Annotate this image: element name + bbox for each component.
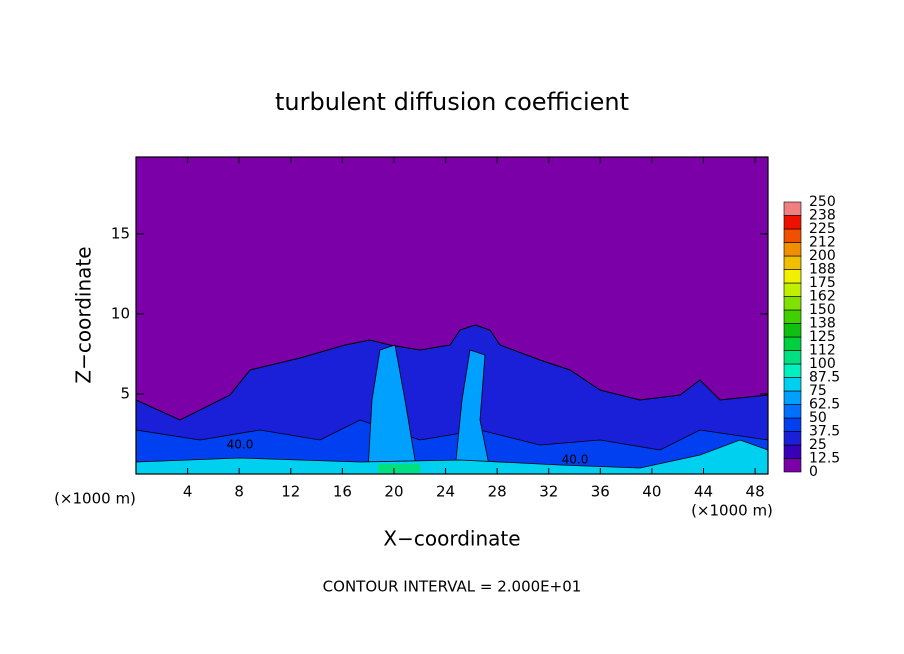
colorbar-label: 175 <box>809 275 836 291</box>
plot-frame <box>135 156 769 475</box>
colorbar-label: 225 <box>809 221 836 237</box>
x-tick-label: 4 <box>183 483 193 501</box>
x-unit: (×1000 m) <box>691 502 773 520</box>
colorbar-segment <box>783 255 802 270</box>
y-tick-label: 5 <box>120 384 130 402</box>
colorbar-segment <box>783 444 802 459</box>
colorbar-label: 0 <box>809 464 818 480</box>
y-tick-label: 10 <box>111 304 130 322</box>
x-tick-label: 20 <box>384 483 403 501</box>
contour-label: 40.0 <box>227 438 254 452</box>
x-tick-label: 36 <box>591 483 610 501</box>
x-tick-label: 32 <box>539 483 558 501</box>
colorbar-segment <box>783 309 802 324</box>
colorbar-segment <box>783 215 802 230</box>
x-axis-label: X−coordinate <box>383 527 520 551</box>
colorbar-segment <box>783 323 802 338</box>
colorbar-label: 212 <box>809 235 836 251</box>
colorbar-segment <box>783 242 802 257</box>
y-axis-label: Z−coordinate <box>72 246 96 383</box>
x-tick-label: 8 <box>234 483 244 501</box>
colorbar-segment <box>783 350 802 365</box>
colorbar-label: 250 <box>809 194 836 210</box>
contour-field <box>135 156 769 475</box>
colorbar-segment <box>783 201 802 216</box>
colorbar-segment <box>783 269 802 284</box>
colorbar-segment <box>783 228 802 243</box>
x-unit: (×1000 m) <box>54 490 136 508</box>
chart-title: turbulent diffusion coefficient <box>275 88 629 116</box>
colorbar-segment <box>783 282 802 297</box>
colorbar-label: 12.5 <box>809 451 840 467</box>
colorbar-segment <box>783 336 802 351</box>
colorbar-label: 238 <box>809 208 836 224</box>
colorbar-segment <box>783 404 802 419</box>
colorbar-label: 37.5 <box>809 424 840 440</box>
colorbar-segment <box>783 431 802 446</box>
x-tick-label: 40 <box>642 483 661 501</box>
colorbar-label: 25 <box>809 437 827 453</box>
colorbar-segment <box>783 417 802 432</box>
colorbar-label: 188 <box>809 262 836 278</box>
colorbar-label: 50 <box>809 410 827 426</box>
colorbar-label: 138 <box>809 316 836 332</box>
colorbar-segment <box>783 458 802 473</box>
colorbar-label: 162 <box>809 289 836 305</box>
colorbar-label: 75 <box>809 383 827 399</box>
colorbar-label: 62.5 <box>809 397 840 413</box>
colorbar-label: 112 <box>809 343 836 359</box>
x-tick-label: 28 <box>488 483 507 501</box>
x-tick-label: 12 <box>281 483 300 501</box>
colorbar-segment <box>783 377 802 392</box>
field-peak <box>378 464 420 473</box>
x-tick-label: 44 <box>694 483 713 501</box>
x-tick-label: 24 <box>436 483 455 501</box>
colorbar-label: 125 <box>809 329 836 345</box>
colorbar-label: 150 <box>809 302 836 318</box>
colorbar-label: 200 <box>809 248 836 264</box>
y-tick-label: 15 <box>111 224 130 242</box>
footer-note: CONTOUR INTERVAL = 2.000E+01 <box>323 578 582 596</box>
colorbar-segment <box>783 296 802 311</box>
x-tick-label: 16 <box>333 483 352 501</box>
colorbar-segment <box>783 390 802 405</box>
colorbar-label: 100 <box>809 356 836 372</box>
colorbar-label: 87.5 <box>809 370 840 386</box>
x-tick-label: 48 <box>746 483 765 501</box>
colorbar-segment <box>783 363 802 378</box>
contour-label: 40.0 <box>562 453 589 467</box>
